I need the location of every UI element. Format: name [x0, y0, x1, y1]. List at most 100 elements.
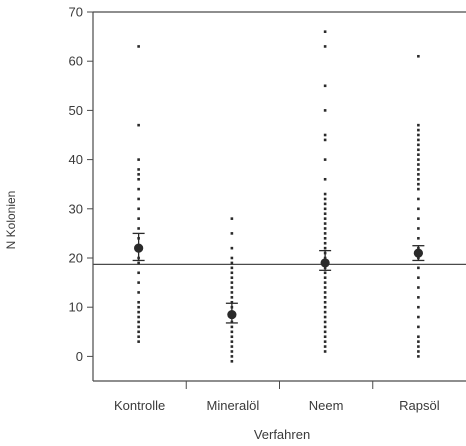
data-point — [137, 197, 140, 201]
y-axis-label: N Kolonien — [4, 191, 18, 250]
data-points — [137, 30, 420, 363]
x-category-label: Neem — [309, 398, 344, 413]
x-axis-label: Verfahren — [254, 427, 310, 442]
data-point — [323, 281, 327, 284]
data-point — [230, 261, 234, 265]
data-point — [417, 296, 420, 299]
data-point — [230, 286, 234, 289]
data-point — [230, 281, 234, 284]
data-point — [417, 158, 420, 161]
data-point — [417, 217, 420, 220]
data-point — [137, 271, 140, 275]
data-point — [230, 217, 234, 220]
data-point — [230, 300, 234, 304]
data-point — [137, 281, 140, 284]
data-point — [323, 345, 327, 348]
data-point — [417, 177, 420, 181]
data-point — [417, 340, 420, 343]
data-point — [417, 54, 420, 58]
data-point — [230, 296, 234, 299]
data-point — [230, 330, 234, 334]
data-point — [137, 207, 140, 211]
y-tick-label: 70 — [69, 5, 83, 20]
data-point — [137, 310, 140, 314]
mean-marker — [227, 309, 237, 320]
y-tick-label: 40 — [69, 152, 83, 167]
data-point — [323, 202, 327, 206]
data-point — [137, 187, 140, 191]
data-point — [417, 335, 420, 339]
data-point — [137, 261, 140, 265]
data-point — [323, 330, 327, 334]
data-point — [323, 237, 327, 240]
data-point — [323, 340, 327, 343]
data-point — [417, 138, 420, 142]
data-point — [230, 266, 234, 270]
data-point — [137, 330, 140, 334]
x-category-label: Mineralöl — [207, 398, 260, 413]
data-point — [137, 305, 140, 309]
data-point — [323, 84, 327, 88]
data-point — [323, 232, 327, 235]
data-point — [323, 177, 327, 181]
data-point — [230, 355, 234, 358]
data-point — [323, 217, 327, 220]
data-point — [323, 197, 327, 201]
data-point — [417, 207, 420, 211]
data-point — [323, 227, 327, 230]
data-point — [323, 296, 327, 299]
data-point — [323, 286, 327, 289]
data-point — [230, 340, 234, 343]
data-point — [417, 128, 420, 132]
data-point — [323, 276, 327, 279]
data-point — [417, 345, 420, 348]
data-point — [323, 325, 327, 329]
data-point — [417, 305, 420, 309]
data-point — [417, 168, 420, 171]
data-point — [137, 217, 140, 220]
data-point — [323, 109, 327, 112]
mean-marker — [134, 243, 144, 253]
data-point — [230, 276, 234, 279]
data-point — [137, 227, 140, 230]
data-point — [417, 266, 420, 270]
data-point — [323, 291, 327, 294]
data-point — [417, 325, 420, 329]
data-point — [417, 143, 420, 147]
x-axis: Kontrolle Mineralöl Neem Rapsöl — [93, 380, 466, 413]
y-tick-label: 20 — [69, 251, 83, 266]
data-point — [230, 335, 234, 339]
data-point — [417, 315, 420, 319]
y-axis: 0 10 20 30 40 50 60 70 — [69, 5, 94, 381]
data-point — [323, 310, 327, 314]
data-point — [417, 182, 420, 186]
data-point — [417, 227, 420, 230]
data-point — [417, 286, 420, 289]
data-point — [323, 222, 327, 225]
data-point — [323, 45, 327, 48]
data-point — [137, 177, 140, 181]
data-point — [323, 350, 327, 353]
data-point — [137, 325, 140, 329]
y-tick-label: 0 — [76, 349, 83, 364]
data-point — [137, 168, 140, 171]
data-point — [417, 153, 420, 156]
data-point — [417, 350, 420, 353]
data-point — [230, 232, 234, 235]
mean-marker — [413, 248, 423, 258]
data-point — [323, 320, 327, 324]
data-point — [230, 360, 234, 363]
data-point — [137, 45, 140, 48]
data-point — [323, 212, 327, 216]
data-point — [137, 173, 140, 176]
data-point — [417, 163, 420, 166]
data-point — [323, 241, 327, 245]
data-point — [417, 123, 420, 127]
data-point — [230, 291, 234, 294]
data-point — [137, 291, 140, 294]
data-point — [323, 138, 327, 142]
data-point — [323, 158, 327, 161]
data-point — [323, 315, 327, 319]
data-point — [137, 335, 140, 339]
